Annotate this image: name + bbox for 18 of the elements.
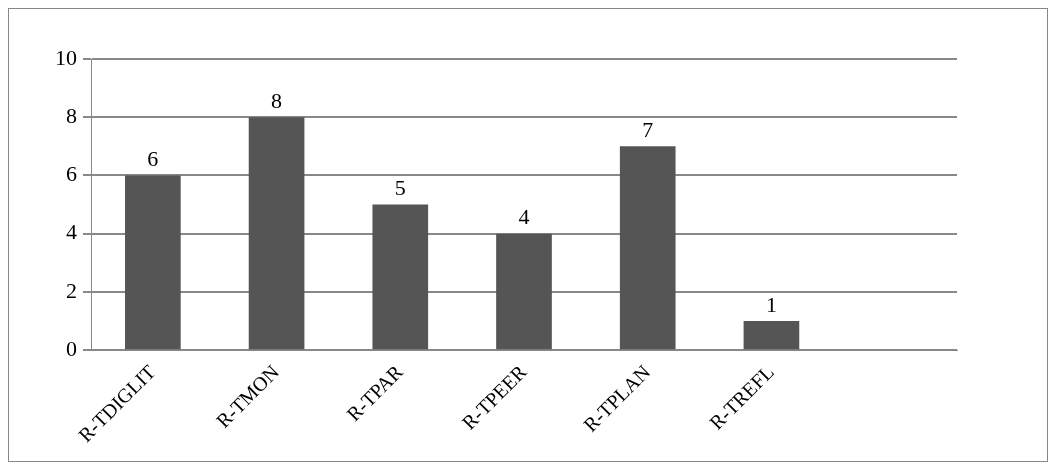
data-label: 1 bbox=[765, 291, 777, 317]
data-label: 8 bbox=[271, 88, 283, 114]
bar bbox=[248, 117, 305, 350]
data-label: 7 bbox=[642, 117, 654, 143]
bar bbox=[372, 204, 429, 350]
y-tick-label: 8 bbox=[66, 103, 77, 129]
data-label: 5 bbox=[394, 175, 406, 201]
y-tick-label: 0 bbox=[66, 335, 77, 361]
bar bbox=[496, 233, 552, 350]
bar bbox=[743, 321, 800, 350]
y-tick-label: 6 bbox=[66, 161, 77, 187]
y-tick-label: 10 bbox=[55, 44, 77, 70]
y-tick-label: 2 bbox=[66, 277, 77, 303]
data-label: 4 bbox=[518, 204, 530, 230]
bar bbox=[619, 146, 676, 350]
data-label: 6 bbox=[147, 146, 159, 172]
bar bbox=[125, 175, 181, 350]
y-tick-label: 4 bbox=[66, 219, 77, 245]
